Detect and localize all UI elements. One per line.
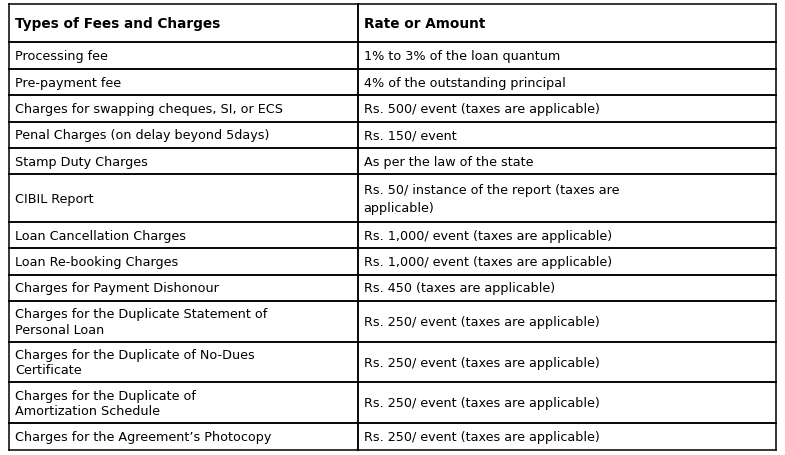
Bar (358, 423, 776, 450)
Text: Amortization Schedule: Amortization Schedule (15, 404, 160, 417)
Bar (358, 383, 776, 423)
Bar (9, 383, 358, 423)
Bar (9, 423, 358, 450)
Bar (9, 5, 358, 43)
Text: Charges for the Duplicate of: Charges for the Duplicate of (15, 389, 195, 402)
Bar (9, 70, 358, 96)
Bar (358, 222, 776, 249)
Text: Rs. 250/ event (taxes are applicable): Rs. 250/ event (taxes are applicable) (363, 396, 599, 410)
Bar (358, 302, 776, 342)
Bar (358, 249, 776, 275)
Text: Charges for the Duplicate of No-Dues: Charges for the Duplicate of No-Dues (15, 348, 254, 361)
Bar (9, 175, 358, 222)
Text: Charges for the Agreement’s Photocopy: Charges for the Agreement’s Photocopy (15, 430, 272, 443)
Bar (358, 342, 776, 383)
Text: Processing fee: Processing fee (15, 50, 108, 63)
Text: Rs. 500/ event (taxes are applicable): Rs. 500/ event (taxes are applicable) (363, 103, 600, 116)
Bar (9, 249, 358, 275)
Text: Rs. 50/ instance of the report (taxes are: Rs. 50/ instance of the report (taxes ar… (363, 183, 619, 196)
Text: Certificate: Certificate (15, 364, 82, 377)
Bar (358, 5, 776, 43)
Text: Loan Cancellation Charges: Loan Cancellation Charges (15, 229, 186, 242)
Bar (9, 43, 358, 70)
Bar (358, 43, 776, 70)
Text: Rate or Amount: Rate or Amount (363, 17, 485, 31)
Text: Rs. 1,000/ event (taxes are applicable): Rs. 1,000/ event (taxes are applicable) (363, 229, 612, 242)
Bar (358, 70, 776, 96)
Text: Rs. 250/ event (taxes are applicable): Rs. 250/ event (taxes are applicable) (363, 356, 599, 369)
Bar (358, 149, 776, 175)
Text: Stamp Duty Charges: Stamp Duty Charges (15, 156, 148, 168)
Text: Penal Charges (on delay beyond 5days): Penal Charges (on delay beyond 5days) (15, 129, 269, 142)
Text: Charges for Payment Dishonour: Charges for Payment Dishonour (15, 282, 219, 295)
Text: Rs. 1,000/ event (taxes are applicable): Rs. 1,000/ event (taxes are applicable) (363, 256, 612, 268)
Text: Rs. 450 (taxes are applicable): Rs. 450 (taxes are applicable) (363, 282, 555, 295)
Text: Personal Loan: Personal Loan (15, 323, 104, 336)
Bar (9, 342, 358, 383)
Bar (9, 122, 358, 149)
Bar (9, 149, 358, 175)
Bar (9, 275, 358, 302)
Bar (358, 275, 776, 302)
Text: Types of Fees and Charges: Types of Fees and Charges (15, 17, 220, 31)
Bar (358, 175, 776, 222)
Bar (9, 222, 358, 249)
Text: applicable): applicable) (363, 201, 434, 214)
Text: 4% of the outstanding principal: 4% of the outstanding principal (363, 76, 565, 89)
Text: Rs. 250/ event (taxes are applicable): Rs. 250/ event (taxes are applicable) (363, 315, 599, 328)
Text: As per the law of the state: As per the law of the state (363, 156, 533, 168)
Text: Loan Re-booking Charges: Loan Re-booking Charges (15, 256, 178, 268)
Text: Charges for swapping cheques, SI, or ECS: Charges for swapping cheques, SI, or ECS (15, 103, 283, 116)
Bar (9, 302, 358, 342)
Text: Charges for the Duplicate Statement of: Charges for the Duplicate Statement of (15, 308, 267, 321)
Text: Pre-payment fee: Pre-payment fee (15, 76, 121, 89)
Bar (358, 96, 776, 122)
Text: Rs. 150/ event: Rs. 150/ event (363, 129, 456, 142)
Text: Rs. 250/ event (taxes are applicable): Rs. 250/ event (taxes are applicable) (363, 430, 599, 443)
Bar (9, 96, 358, 122)
Bar (358, 122, 776, 149)
Text: CIBIL Report: CIBIL Report (15, 192, 93, 205)
Text: 1% to 3% of the loan quantum: 1% to 3% of the loan quantum (363, 50, 560, 63)
